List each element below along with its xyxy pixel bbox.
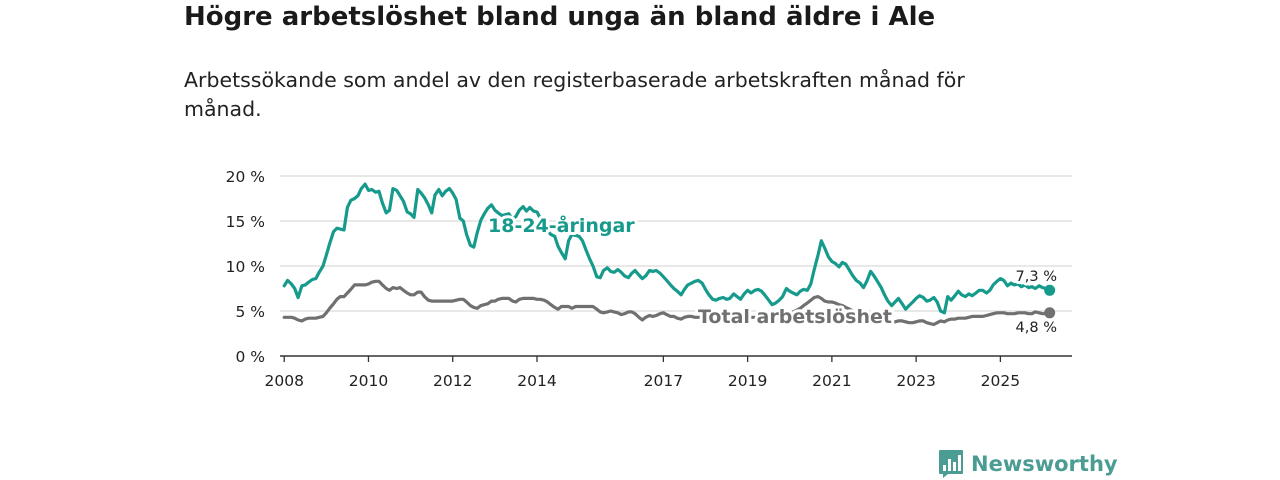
total-series-label-halo: Total arbetslöshet [698,306,892,328]
x-tick-label: 2023 [896,372,935,390]
youth-end-label-halo: 7,3 % [1016,269,1057,285]
total-series-label: Total arbetslöshet [698,306,892,328]
total-end-label: 4,8 % [1016,320,1057,336]
chart-subtitle: Arbetssökande som andel av den registerb… [184,68,965,121]
y-axis-ticks: 0 % 5 % 10 % 15 % 20 % [226,168,265,366]
chart-title: Högre arbetslöshet bland unga än bland ä… [184,2,936,32]
total-end-label-halo: 4,8 % [1016,320,1057,336]
y-tick-label: 15 % [226,213,265,231]
x-tick-label: 2017 [644,372,683,390]
youth-series-line [282,182,1052,315]
y-tick-label: 5 % [235,303,265,321]
y-tick-label: 0 % [235,348,265,366]
brand-name: Newsworthy [971,452,1118,476]
youth-series-label: 18-24-åringar [488,213,635,237]
x-tick-label: 2012 [433,372,472,390]
brand-logo: Newsworthy [938,449,1118,479]
y-tick-label: 10 % [226,258,265,276]
y-tick-label: 20 % [226,168,265,186]
x-tick-label: 2010 [349,372,388,390]
series-lines [282,182,1056,327]
youth-end-label: 7,3 % [1016,269,1057,285]
x-axis: 2008 2010 2012 2014 2017 2019 2021 2023 2025 [264,355,1072,390]
x-tick-label: 2021 [812,372,851,390]
bar-chart-icon [939,450,963,478]
total-series-line [282,279,1052,327]
x-tick-label: 2019 [728,372,767,390]
youth-series-label-halo: 18-24-åringar [488,213,635,237]
series-end-point [1044,284,1056,296]
x-tick-label: 2025 [981,372,1020,390]
x-tick-label: 2008 [264,372,303,390]
x-tick-label: 2014 [517,372,556,390]
series-end-point [1044,307,1056,319]
